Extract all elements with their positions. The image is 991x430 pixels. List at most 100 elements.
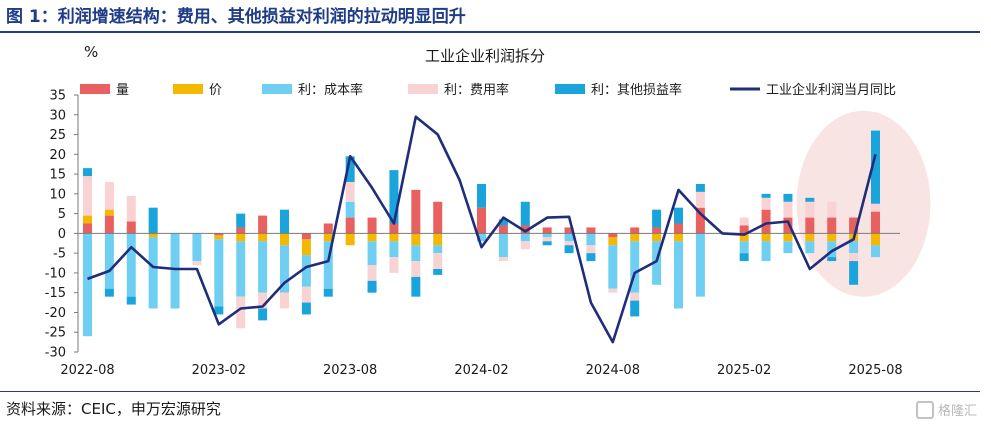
bar-segment	[761, 209, 771, 234]
bar-segment	[871, 245, 880, 258]
bar-segment	[542, 241, 552, 246]
bar-segment	[827, 257, 837, 262]
legend-swatch	[555, 84, 585, 94]
bar-segment	[783, 201, 793, 218]
bar-segment	[477, 233, 486, 242]
bar-segment	[783, 217, 793, 234]
y-tick-label: 15	[49, 168, 66, 183]
y-tick-label: 25	[49, 128, 66, 143]
watermark: 格隆汇	[915, 400, 977, 419]
bar-segment	[301, 302, 311, 315]
x-axis: 2022-08 2023-02 2023-08 2024-02 2024-08 2025-…	[60, 232, 903, 378]
bar-segment	[520, 225, 530, 234]
bar-segment	[695, 233, 705, 297]
bar-segment	[498, 257, 508, 262]
watermark-logo-icon	[915, 401, 934, 419]
bar-segment	[498, 225, 508, 234]
bar-segment	[608, 245, 618, 289]
x-tick-label: 2022-08	[60, 363, 114, 378]
bar-segment	[805, 201, 815, 218]
y-tick-label: 0	[58, 227, 66, 242]
legend-swatch	[80, 84, 110, 94]
bar-segment	[104, 181, 114, 210]
bar-segment	[170, 233, 180, 309]
bar-segment	[126, 233, 136, 297]
bar-segment	[849, 253, 859, 262]
bar-segment	[83, 233, 92, 337]
bar-segment	[345, 217, 355, 234]
bar-segment	[520, 233, 530, 242]
legend-label: 利：费用率	[444, 82, 509, 98]
bar-segment	[236, 241, 246, 297]
bar-segment	[783, 233, 793, 242]
legend-swatch	[408, 84, 438, 94]
bar-segment	[630, 241, 640, 293]
bar-segment	[871, 130, 880, 204]
bar-segment	[192, 233, 202, 262]
bar-segment	[214, 239, 224, 307]
bar-segment	[367, 265, 377, 281]
bar-segment	[236, 233, 246, 242]
bar-segment	[674, 223, 683, 234]
bar-segment	[148, 207, 158, 234]
bar-segment	[695, 191, 705, 208]
bar-segment	[236, 213, 246, 228]
bar-segment	[258, 292, 268, 309]
bar-segment	[739, 225, 749, 234]
bar-segment	[783, 193, 793, 202]
bar-segment	[761, 197, 771, 210]
bar-segment	[323, 223, 333, 234]
bar-segment	[805, 241, 815, 254]
bar-segment	[126, 296, 136, 305]
y-tick-label: 35	[49, 89, 66, 104]
bar-segment	[258, 233, 268, 242]
bar-segment	[827, 201, 837, 218]
bar-segment	[367, 233, 377, 242]
legend-label: 利：成本率	[298, 82, 363, 98]
bar-segment	[761, 193, 771, 198]
bar-segment	[564, 245, 574, 254]
bar-segment	[345, 156, 355, 182]
y-tick-label: -25	[45, 326, 66, 341]
bar-segment	[805, 233, 815, 242]
bar-segment	[411, 189, 421, 234]
bar-segment	[608, 237, 618, 246]
y-tick-label: -10	[45, 266, 66, 281]
bar-segment	[739, 233, 749, 242]
bar-segment	[630, 300, 640, 317]
bar-segment	[236, 296, 246, 329]
bar-segment	[871, 211, 880, 234]
bar-segment	[104, 288, 114, 297]
x-tick-label: 2023-02	[192, 363, 246, 378]
bar-segment	[520, 201, 530, 226]
legend-swatch	[173, 84, 203, 94]
bar-segment	[214, 233, 224, 236]
bar-segment	[520, 241, 530, 250]
bar-segment	[345, 233, 355, 246]
bar-segment	[258, 308, 268, 321]
bar-segment	[630, 233, 640, 242]
bar-segment	[652, 209, 662, 228]
bar-segment	[411, 245, 421, 262]
bar-segment	[674, 241, 683, 309]
bar-segment	[411, 276, 421, 297]
y-tick-label: -5	[53, 247, 66, 262]
profit-yoy-line	[87, 115, 877, 344]
bar-segment	[849, 261, 859, 285]
bar-segment	[367, 280, 377, 293]
bar-segment	[542, 237, 552, 242]
bar-segment	[433, 201, 443, 234]
bar-segment	[433, 233, 443, 246]
bar-segment	[630, 292, 640, 301]
bar-segment	[783, 241, 793, 254]
line-series	[87, 115, 877, 344]
bar-segment	[192, 261, 202, 266]
bar-segment	[805, 217, 815, 234]
legend-label: 利：其他损益率	[591, 82, 682, 98]
bar-segment	[608, 288, 618, 293]
bar-segment	[411, 261, 421, 277]
bar-segment	[83, 168, 92, 177]
bar-segment	[477, 207, 486, 234]
bar-segment	[280, 292, 289, 309]
figure-title: 图 1：利润增速结构：费用、其他损益对利润的拉动明显回升	[6, 7, 466, 27]
